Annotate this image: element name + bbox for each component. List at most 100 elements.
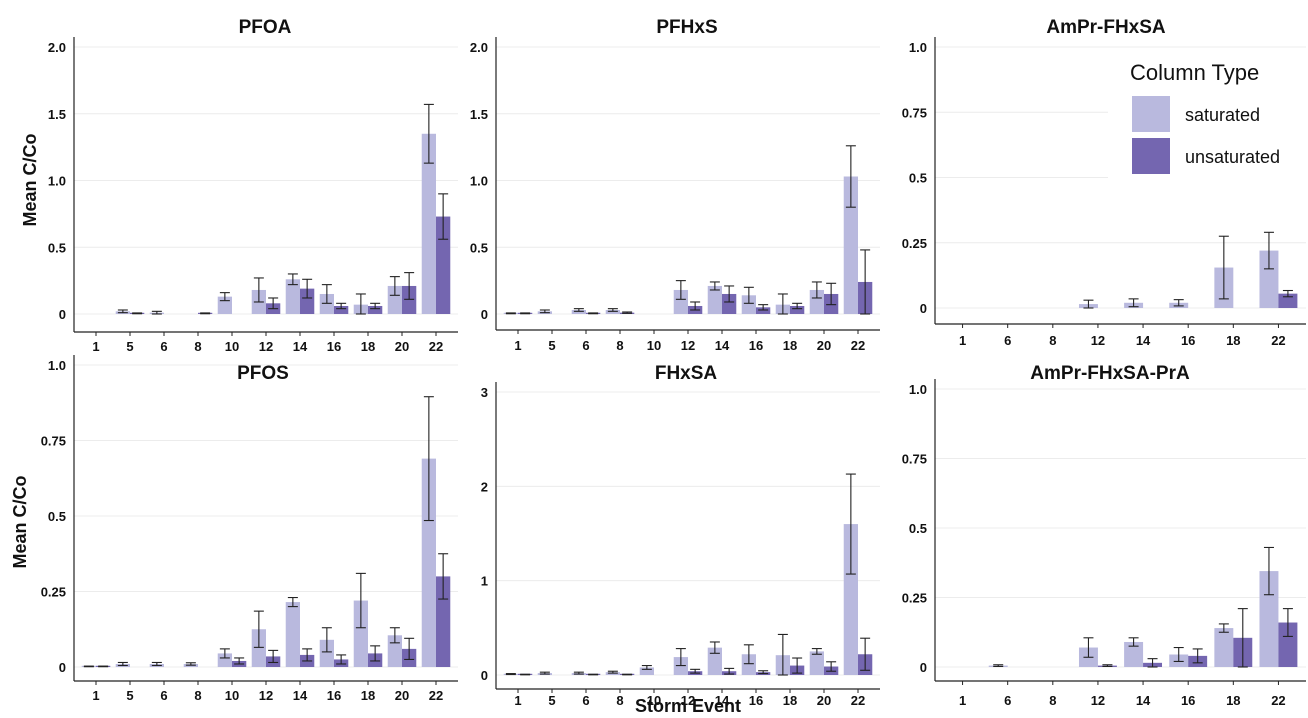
y-axis-label-top: Mean C/Co [20,133,40,226]
x-tick-label: 5 [548,338,555,353]
x-tick-label: 22 [1271,693,1285,708]
bar-saturated [843,524,858,675]
error-bar-unsaturated [792,302,803,310]
error-bar-unsaturated [724,285,735,303]
error-bar-saturated [423,396,434,522]
x-tick-label: 8 [616,338,623,353]
y-tick-label: 3 [481,385,488,400]
y-tick-label: 0.5 [909,171,927,186]
error-bar-unsaturated [826,282,837,306]
x-tick-label: 8 [616,693,623,708]
error-bar-saturated [1173,299,1184,307]
x-tick-label: 22 [1271,333,1285,348]
y-tick-label: 2 [481,479,488,494]
panel-title: AmPr-FHxSA-PrA [1030,363,1190,384]
bar-unsaturated [334,305,349,314]
legend: Column Type saturated unsaturated [1108,56,1306,184]
legend-key-saturated [1132,96,1170,132]
panel-title: PFOA [239,17,292,38]
x-tick-label: 20 [817,338,831,353]
bar-saturated [1259,250,1279,308]
y-tick-label: 0.5 [470,240,488,255]
x-tick-label: 16 [1181,333,1195,348]
error-bar-unsaturated [302,648,313,662]
bar-unsaturated [368,305,383,314]
error-bar-saturated [539,309,550,314]
y-tick-label: 2.0 [48,40,66,55]
bar-saturated [319,293,334,314]
bar-unsaturated [790,305,805,314]
bar-saturated [809,289,824,314]
x-tick-label: 6 [160,688,167,703]
error-bar-unsaturated [758,304,769,311]
y-tick-label: 0.25 [902,591,927,606]
error-bar-unsaturated [588,673,599,676]
x-tick-label: 22 [851,693,865,708]
bar-saturated [285,279,300,314]
bar-saturated [741,654,756,675]
error-bar-saturated [389,627,400,644]
bar-saturated [707,647,722,675]
y-tick-label: 1.0 [909,40,927,55]
x-tick-label: 12 [259,339,273,354]
error-bar-unsaturated [336,302,347,310]
error-bar-saturated [321,627,332,653]
error-bar-unsaturated [860,637,871,671]
error-bar-saturated [811,648,822,655]
x-tick-label: 10 [225,339,239,354]
x-tick-label: 6 [582,338,589,353]
error-bar-unsaturated [370,645,381,662]
y-tick-label: 2.0 [470,40,488,55]
x-tick-label: 16 [1181,693,1195,708]
error-bar-unsaturated [724,667,735,675]
x-tick-label: 14 [293,688,308,703]
bar-saturated [217,653,232,667]
error-bar-saturated [505,312,516,315]
panel-title: PFOS [237,363,289,384]
x-tick-label: 16 [749,338,763,353]
x-tick-label: 10 [647,693,661,708]
error-bar-saturated [83,665,94,668]
error-bar-unsaturated [200,312,211,315]
error-bar-saturated [993,664,1004,667]
x-tick-label: 14 [293,339,308,354]
error-bar-saturated [777,633,788,676]
panel-title: FHxSA [655,363,718,384]
error-bar-saturated [1128,637,1139,647]
x-tick-label: 16 [749,693,763,708]
error-bar-saturated [219,648,230,659]
bar-unsaturated [402,285,417,314]
bar-saturated [1124,641,1144,667]
bar-saturated [421,458,436,667]
x-axis-label: Storm Event [635,696,741,716]
error-bar-saturated [321,284,332,304]
x-tick-label: 12 [1091,693,1105,708]
error-bar-unsaturated [860,249,871,315]
panel-pfos: 0 0.25 0.5 0.75 1.0 PFOS 1 5 6 8 10 12 14 16 18 20 22 [41,355,458,703]
panel-title: PFHxS [656,17,717,38]
error-bar-saturated [219,292,230,302]
error-bar-saturated [811,281,822,299]
error-bar-saturated [573,308,584,312]
x-tick-label: 16 [327,339,341,354]
error-bar-unsaturated [438,193,449,240]
error-bar-unsaturated [268,297,279,310]
bar-saturated [251,629,266,667]
x-tick-label: 10 [647,338,661,353]
error-bar-saturated [117,661,128,667]
error-bar-unsaturated [336,654,347,665]
error-bar-saturated [1083,637,1094,658]
x-tick-label: 6 [1004,333,1011,348]
bar-unsaturated [722,293,737,314]
y-tick-label: 0.5 [48,240,66,255]
error-bar-unsaturated [404,272,415,300]
bar-saturated [741,295,756,314]
error-bar-saturated [709,281,720,291]
error-bar-saturated [355,293,366,315]
panel-pfoa: 0 0.5 1.0 1.5 2.0 PFOA 1 5 6 8 10 12 14 16 18 20 22 [48,17,458,354]
error-bar-saturated [151,661,162,667]
x-tick-label: 10 [225,688,239,703]
